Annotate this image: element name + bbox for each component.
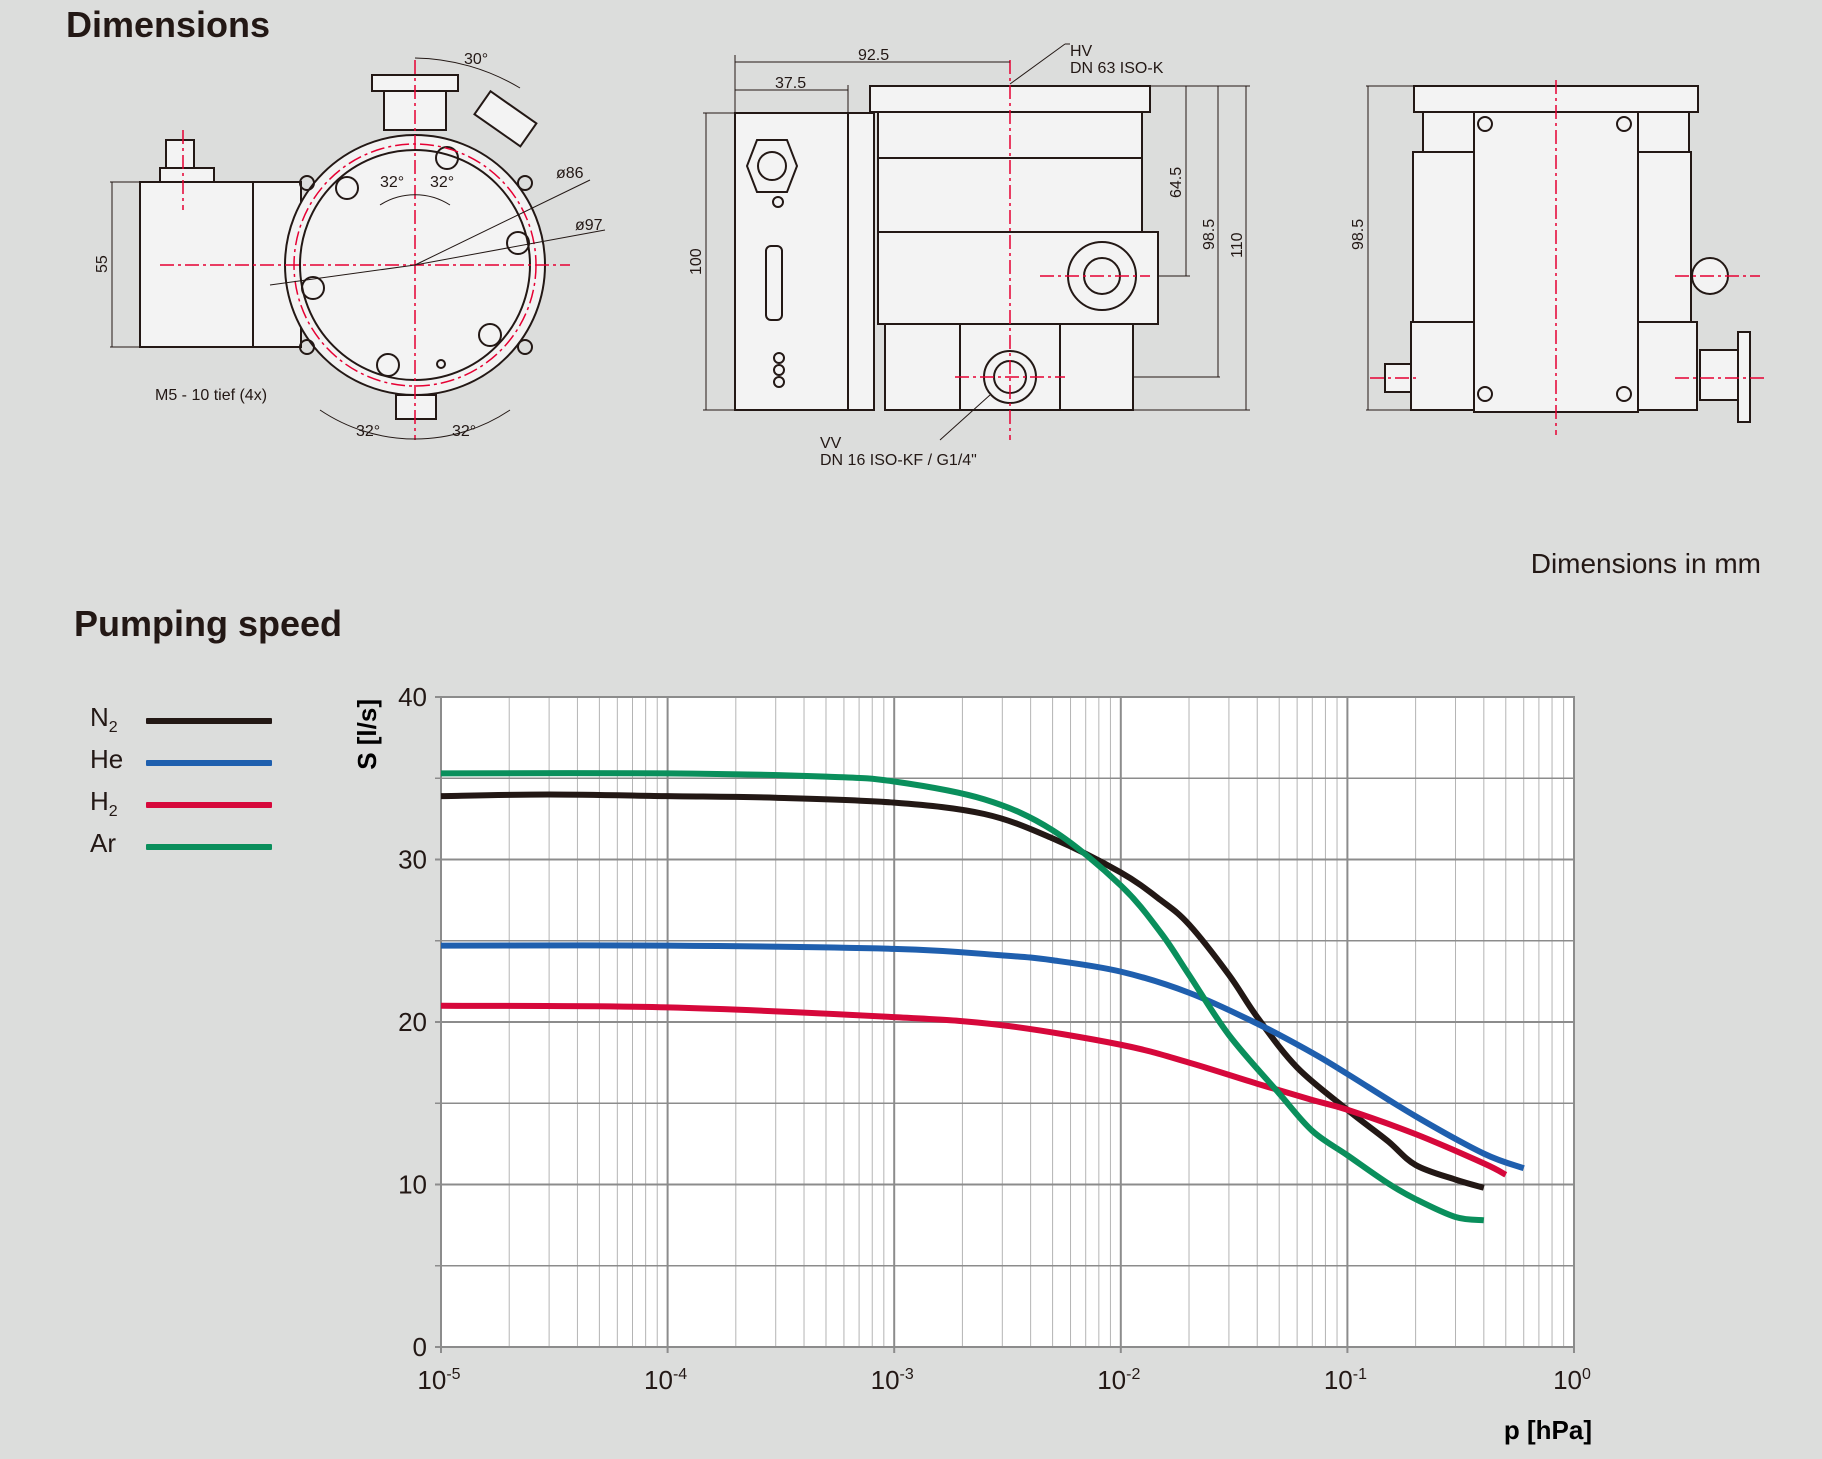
dimension-drawings: 30° 32° 32° ø86 ø97 55 M5 - 10 tief (4x)…: [94, 43, 1765, 469]
front-diameter-86-label: ø86: [556, 165, 584, 182]
x-tick-label: 100: [1553, 1365, 1591, 1395]
x-tick-label: 10-5: [417, 1365, 460, 1395]
x-tick-label: 10-3: [871, 1365, 914, 1395]
side-height-110-label: 110: [1229, 232, 1246, 258]
x-axis-title: p [hPa]: [1504, 1415, 1592, 1445]
side-width-92-5-label: 92.5: [858, 47, 889, 64]
y-tick-label: 20: [398, 1007, 427, 1037]
y-axis-title: S [l/s]: [352, 699, 382, 770]
legend-swatch: [146, 718, 272, 724]
y-tick-label: 0: [413, 1332, 427, 1362]
legend-label: Ar: [90, 828, 116, 858]
front-angle-inner-right-label: 32°: [430, 174, 454, 191]
chart-series: [440, 770, 1525, 1224]
front-angle-bottom-right-label: 32°: [452, 423, 476, 440]
side-width-37-5-label: 37.5: [775, 75, 806, 92]
front-view-drawing: [110, 74, 546, 420]
y-tick-label: 30: [398, 845, 427, 875]
legend-item-ar: Ar: [90, 826, 350, 868]
x-tick-label: 10-2: [1097, 1365, 1140, 1395]
legend-item-h2: H2: [90, 784, 350, 826]
chart-ticks: 0 10 20 30 40 10-5 10-4 10-3 10-2 10-1 100: [398, 682, 1591, 1395]
side-height-100-label: 100: [688, 248, 705, 275]
series-line-ar: [440, 770, 1485, 1224]
front-thread-note: M5 - 10 tief (4x): [155, 387, 267, 404]
y-tick-label: 40: [398, 682, 427, 712]
x-tick-label: 10-1: [1324, 1365, 1367, 1395]
chart-legend: N2 He H2 Ar: [90, 700, 350, 868]
side-vv-flange-label: DN 16 ISO-KF / G1/4": [820, 452, 977, 469]
front-angle-top-label: 30°: [464, 51, 488, 68]
series-line-he: [440, 942, 1525, 1172]
side-hv-label: HV: [1070, 43, 1093, 60]
x-tick-label: 10-4: [644, 1365, 687, 1395]
plot-frame: [440, 696, 1575, 1348]
rear-height-98-5-label: 98.5: [1350, 219, 1367, 250]
side-vv-label: VV: [820, 435, 842, 452]
dimensions-unit-note: Dimensions in mm: [1530, 548, 1761, 579]
front-height-55-label: 55: [94, 255, 111, 273]
legend-label: H2: [90, 786, 118, 821]
legend-swatch: [146, 844, 272, 850]
side-height-64-5-label: 64.5: [1168, 167, 1185, 198]
side-height-98-5-label: 98.5: [1201, 219, 1218, 250]
legend-label: N2: [90, 702, 118, 737]
front-diameter-97-label: ø97: [575, 217, 603, 234]
legend-item-n2: N2: [90, 700, 350, 742]
legend-item-he: He: [90, 742, 350, 784]
front-angle-inner-left-label: 32°: [380, 174, 404, 191]
series-line-n2: [440, 791, 1485, 1191]
legend-swatch: [146, 760, 272, 766]
side-hv-flange-label: DN 63 ISO-K: [1070, 60, 1164, 77]
legend-swatch: [146, 802, 272, 808]
y-tick-label: 10: [398, 1170, 427, 1200]
pumping-speed-heading: Pumping speed: [74, 603, 343, 644]
front-angle-bottom-left-label: 32°: [356, 423, 380, 440]
series-line-h2: [440, 1002, 1508, 1178]
legend-label: He: [90, 744, 124, 774]
dimensions-heading: Dimensions: [66, 4, 271, 45]
